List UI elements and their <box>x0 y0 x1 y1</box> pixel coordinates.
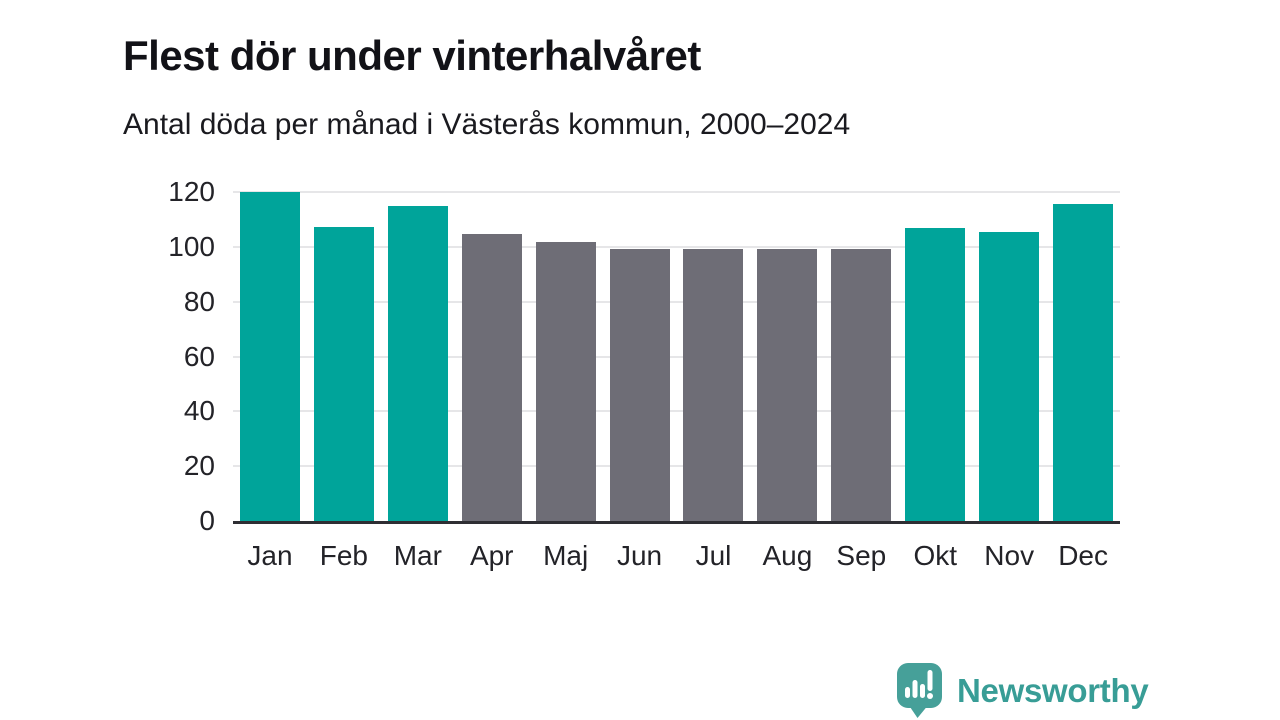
gridline-20 <box>233 465 1120 468</box>
bar-slot-okt <box>898 192 972 521</box>
bar-slot-aug <box>750 192 824 521</box>
brand-name: Newsworthy <box>957 671 1149 709</box>
bar-slot-nov <box>972 192 1046 521</box>
bar-slot-mar <box>381 192 455 521</box>
bar-feb <box>313 226 374 521</box>
bar-maj <box>535 242 596 521</box>
chart-title: Flest dör under vinterhalvåret <box>123 32 701 80</box>
bar-slot-jan <box>233 192 307 521</box>
gridline-120 <box>233 191 1120 193</box>
y-tick-label-40: 40 <box>183 395 215 427</box>
bar-mar <box>387 205 448 521</box>
y-axis-labels: 0 20 40 60 80 100 120 <box>0 178 215 535</box>
bar-nov <box>979 231 1040 521</box>
y-tick-label-120: 120 <box>168 176 215 207</box>
gridline-80 <box>233 300 1120 303</box>
x-tick-label-dec: Dec <box>1058 540 1108 571</box>
gridlines-layer <box>233 191 1120 521</box>
y-tick-label-0: 0 <box>199 505 215 536</box>
y-tick-label-60: 60 <box>183 340 215 372</box>
x-tick-label-feb: Feb <box>319 540 368 571</box>
brand-footer: Newsworthy <box>896 662 1149 719</box>
bars-layer <box>233 192 1120 521</box>
bar-sep <box>831 249 892 521</box>
x-tick-label-maj: Maj <box>543 540 589 571</box>
bar-slot-jul <box>677 192 751 521</box>
y-tick-label-100: 100 <box>168 230 215 262</box>
x-axis-labels: Jan Feb Mar Apr Maj Jun Jul Aug Sep Okt Nov Dec <box>233 540 1120 572</box>
gridline-100 <box>233 245 1120 248</box>
bar-slot-apr <box>455 192 529 521</box>
bar-slot-sep <box>824 192 898 521</box>
x-tick-label-jun: Jun <box>616 540 663 571</box>
x-tick-label-jan: Jan <box>247 540 293 571</box>
gridline-40 <box>233 410 1120 413</box>
x-tick-label-apr: Apr <box>469 540 514 571</box>
bar-slot-jun <box>603 192 677 521</box>
bar-jan <box>239 192 300 521</box>
y-tick-label-80: 80 <box>183 285 215 317</box>
x-tick-label-nov: Nov <box>984 540 1035 571</box>
bar-jul <box>683 248 744 521</box>
x-tick-label-aug: Aug <box>762 540 813 571</box>
y-tick-label-20: 20 <box>183 450 215 482</box>
newsworthy-logo-icon <box>896 662 944 719</box>
bar-slot-maj <box>529 192 603 521</box>
chart-subtitle: Antal döda per månad i Västerås kommun, … <box>123 108 851 141</box>
x-tick-label-jul: Jul <box>695 540 732 571</box>
bar-chart-plot-area <box>233 191 1120 524</box>
bar-apr <box>461 233 522 521</box>
bar-dec <box>1053 204 1114 521</box>
bar-aug <box>757 248 818 521</box>
x-tick-label-okt: Okt <box>913 540 958 571</box>
gridline-60 <box>233 355 1120 358</box>
bar-slot-feb <box>307 192 381 521</box>
bar-okt <box>905 227 966 521</box>
bar-slot-dec <box>1046 192 1120 521</box>
x-tick-label-mar: Mar <box>393 540 442 571</box>
x-tick-label-sep: Sep <box>836 540 887 571</box>
bar-jun <box>609 249 670 521</box>
